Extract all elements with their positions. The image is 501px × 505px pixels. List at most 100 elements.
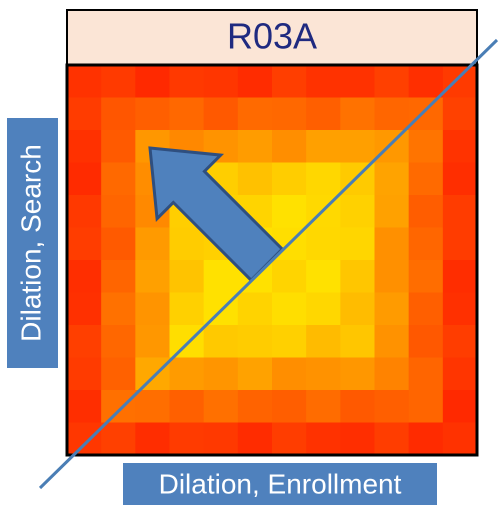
heat-cell bbox=[203, 325, 239, 358]
heat-cell bbox=[408, 357, 444, 391]
heat-cell bbox=[374, 162, 410, 196]
heat-cell bbox=[237, 357, 273, 391]
heat-cell bbox=[374, 130, 410, 163]
heat-cell bbox=[408, 227, 444, 261]
heat-cell bbox=[408, 292, 444, 326]
heat-cell bbox=[101, 292, 136, 326]
heat-cell bbox=[442, 292, 478, 326]
heat-cell bbox=[306, 227, 341, 261]
heat-cell bbox=[408, 325, 444, 358]
heat-cell bbox=[272, 97, 307, 131]
heat-cell bbox=[340, 422, 375, 456]
heat-cell bbox=[442, 390, 478, 423]
heat-cell bbox=[272, 260, 307, 293]
heat-cell bbox=[237, 130, 273, 163]
heat-cell bbox=[442, 65, 478, 98]
heat-cell bbox=[169, 227, 205, 261]
heat-cell bbox=[442, 325, 478, 358]
heat-cell bbox=[272, 357, 307, 391]
heat-cell bbox=[374, 422, 410, 456]
heat-cell bbox=[340, 292, 375, 326]
heat-cell bbox=[374, 195, 410, 228]
heat-cell bbox=[340, 130, 375, 163]
heat-cell bbox=[67, 227, 102, 261]
heat-cell bbox=[340, 357, 375, 391]
y-label-box bbox=[7, 118, 58, 368]
heat-cell bbox=[135, 260, 170, 293]
heat-cell bbox=[408, 130, 444, 163]
heat-cell bbox=[67, 195, 102, 228]
heat-cell bbox=[408, 162, 444, 196]
heat-cell bbox=[169, 97, 205, 131]
heat-cell bbox=[237, 65, 273, 98]
heat-cell bbox=[203, 422, 239, 456]
heat-cell bbox=[101, 422, 136, 456]
heat-cell bbox=[442, 422, 478, 456]
heat-cell bbox=[237, 422, 273, 456]
heat-cell bbox=[340, 97, 375, 131]
heat-cell bbox=[135, 97, 170, 131]
heat-cell bbox=[67, 357, 102, 391]
heat-cell bbox=[135, 422, 170, 456]
heat-cell bbox=[101, 162, 136, 196]
heat-cell bbox=[340, 65, 375, 98]
heat-cell bbox=[135, 325, 170, 358]
heat-cell bbox=[101, 65, 136, 98]
heat-cell bbox=[203, 260, 239, 293]
heat-cell bbox=[272, 65, 307, 98]
heat-cell bbox=[169, 390, 205, 423]
heat-cell bbox=[203, 390, 239, 423]
heat-cell bbox=[135, 390, 170, 423]
heat-cell bbox=[67, 260, 102, 293]
heat-cell bbox=[340, 227, 375, 261]
heat-cell bbox=[374, 227, 410, 261]
heat-cell bbox=[272, 422, 307, 456]
heat-cell bbox=[101, 130, 136, 163]
heat-cell bbox=[306, 130, 341, 163]
heat-cell bbox=[306, 65, 341, 98]
heat-cell bbox=[374, 292, 410, 326]
heat-cell bbox=[272, 162, 307, 196]
heat-cell bbox=[442, 162, 478, 196]
heat-cell bbox=[374, 357, 410, 391]
heat-cell bbox=[442, 357, 478, 391]
heat-cell bbox=[340, 325, 375, 358]
heat-cell bbox=[237, 97, 273, 131]
heat-cell bbox=[442, 130, 478, 163]
heat-cell bbox=[67, 162, 102, 196]
heat-cell bbox=[272, 292, 307, 326]
heat-cell bbox=[67, 422, 102, 456]
heat-cell bbox=[169, 292, 205, 326]
heat-cell bbox=[237, 325, 273, 358]
heat-cell bbox=[306, 422, 341, 456]
y-label: Dilation, Search bbox=[15, 144, 46, 342]
heat-cell bbox=[374, 260, 410, 293]
heat-cell bbox=[203, 357, 239, 391]
heat-cell bbox=[306, 260, 341, 293]
heat-cell bbox=[67, 97, 102, 131]
heat-cell bbox=[101, 195, 136, 228]
heat-cell bbox=[135, 292, 170, 326]
heat-cell bbox=[374, 325, 410, 358]
heat-cell bbox=[340, 390, 375, 423]
x-label-box bbox=[123, 463, 437, 505]
heat-cell bbox=[169, 65, 205, 98]
x-label: Dilation, Enrollment bbox=[159, 468, 402, 499]
heat-cell bbox=[306, 390, 341, 423]
heat-cell bbox=[442, 195, 478, 228]
heat-cell bbox=[67, 292, 102, 326]
title-box bbox=[66, 9, 478, 66]
heat-cell bbox=[408, 195, 444, 228]
heat-cell bbox=[169, 357, 205, 391]
heat-cell bbox=[306, 292, 341, 326]
heat-cell bbox=[135, 357, 170, 391]
heat-cell bbox=[67, 130, 102, 163]
heat-cell bbox=[101, 390, 136, 423]
heat-cell bbox=[67, 325, 102, 358]
heat-cell bbox=[306, 357, 341, 391]
heat-cell bbox=[101, 325, 136, 358]
heat-cell bbox=[272, 195, 307, 228]
heat-cell bbox=[237, 162, 273, 196]
heat-cell bbox=[135, 227, 170, 261]
